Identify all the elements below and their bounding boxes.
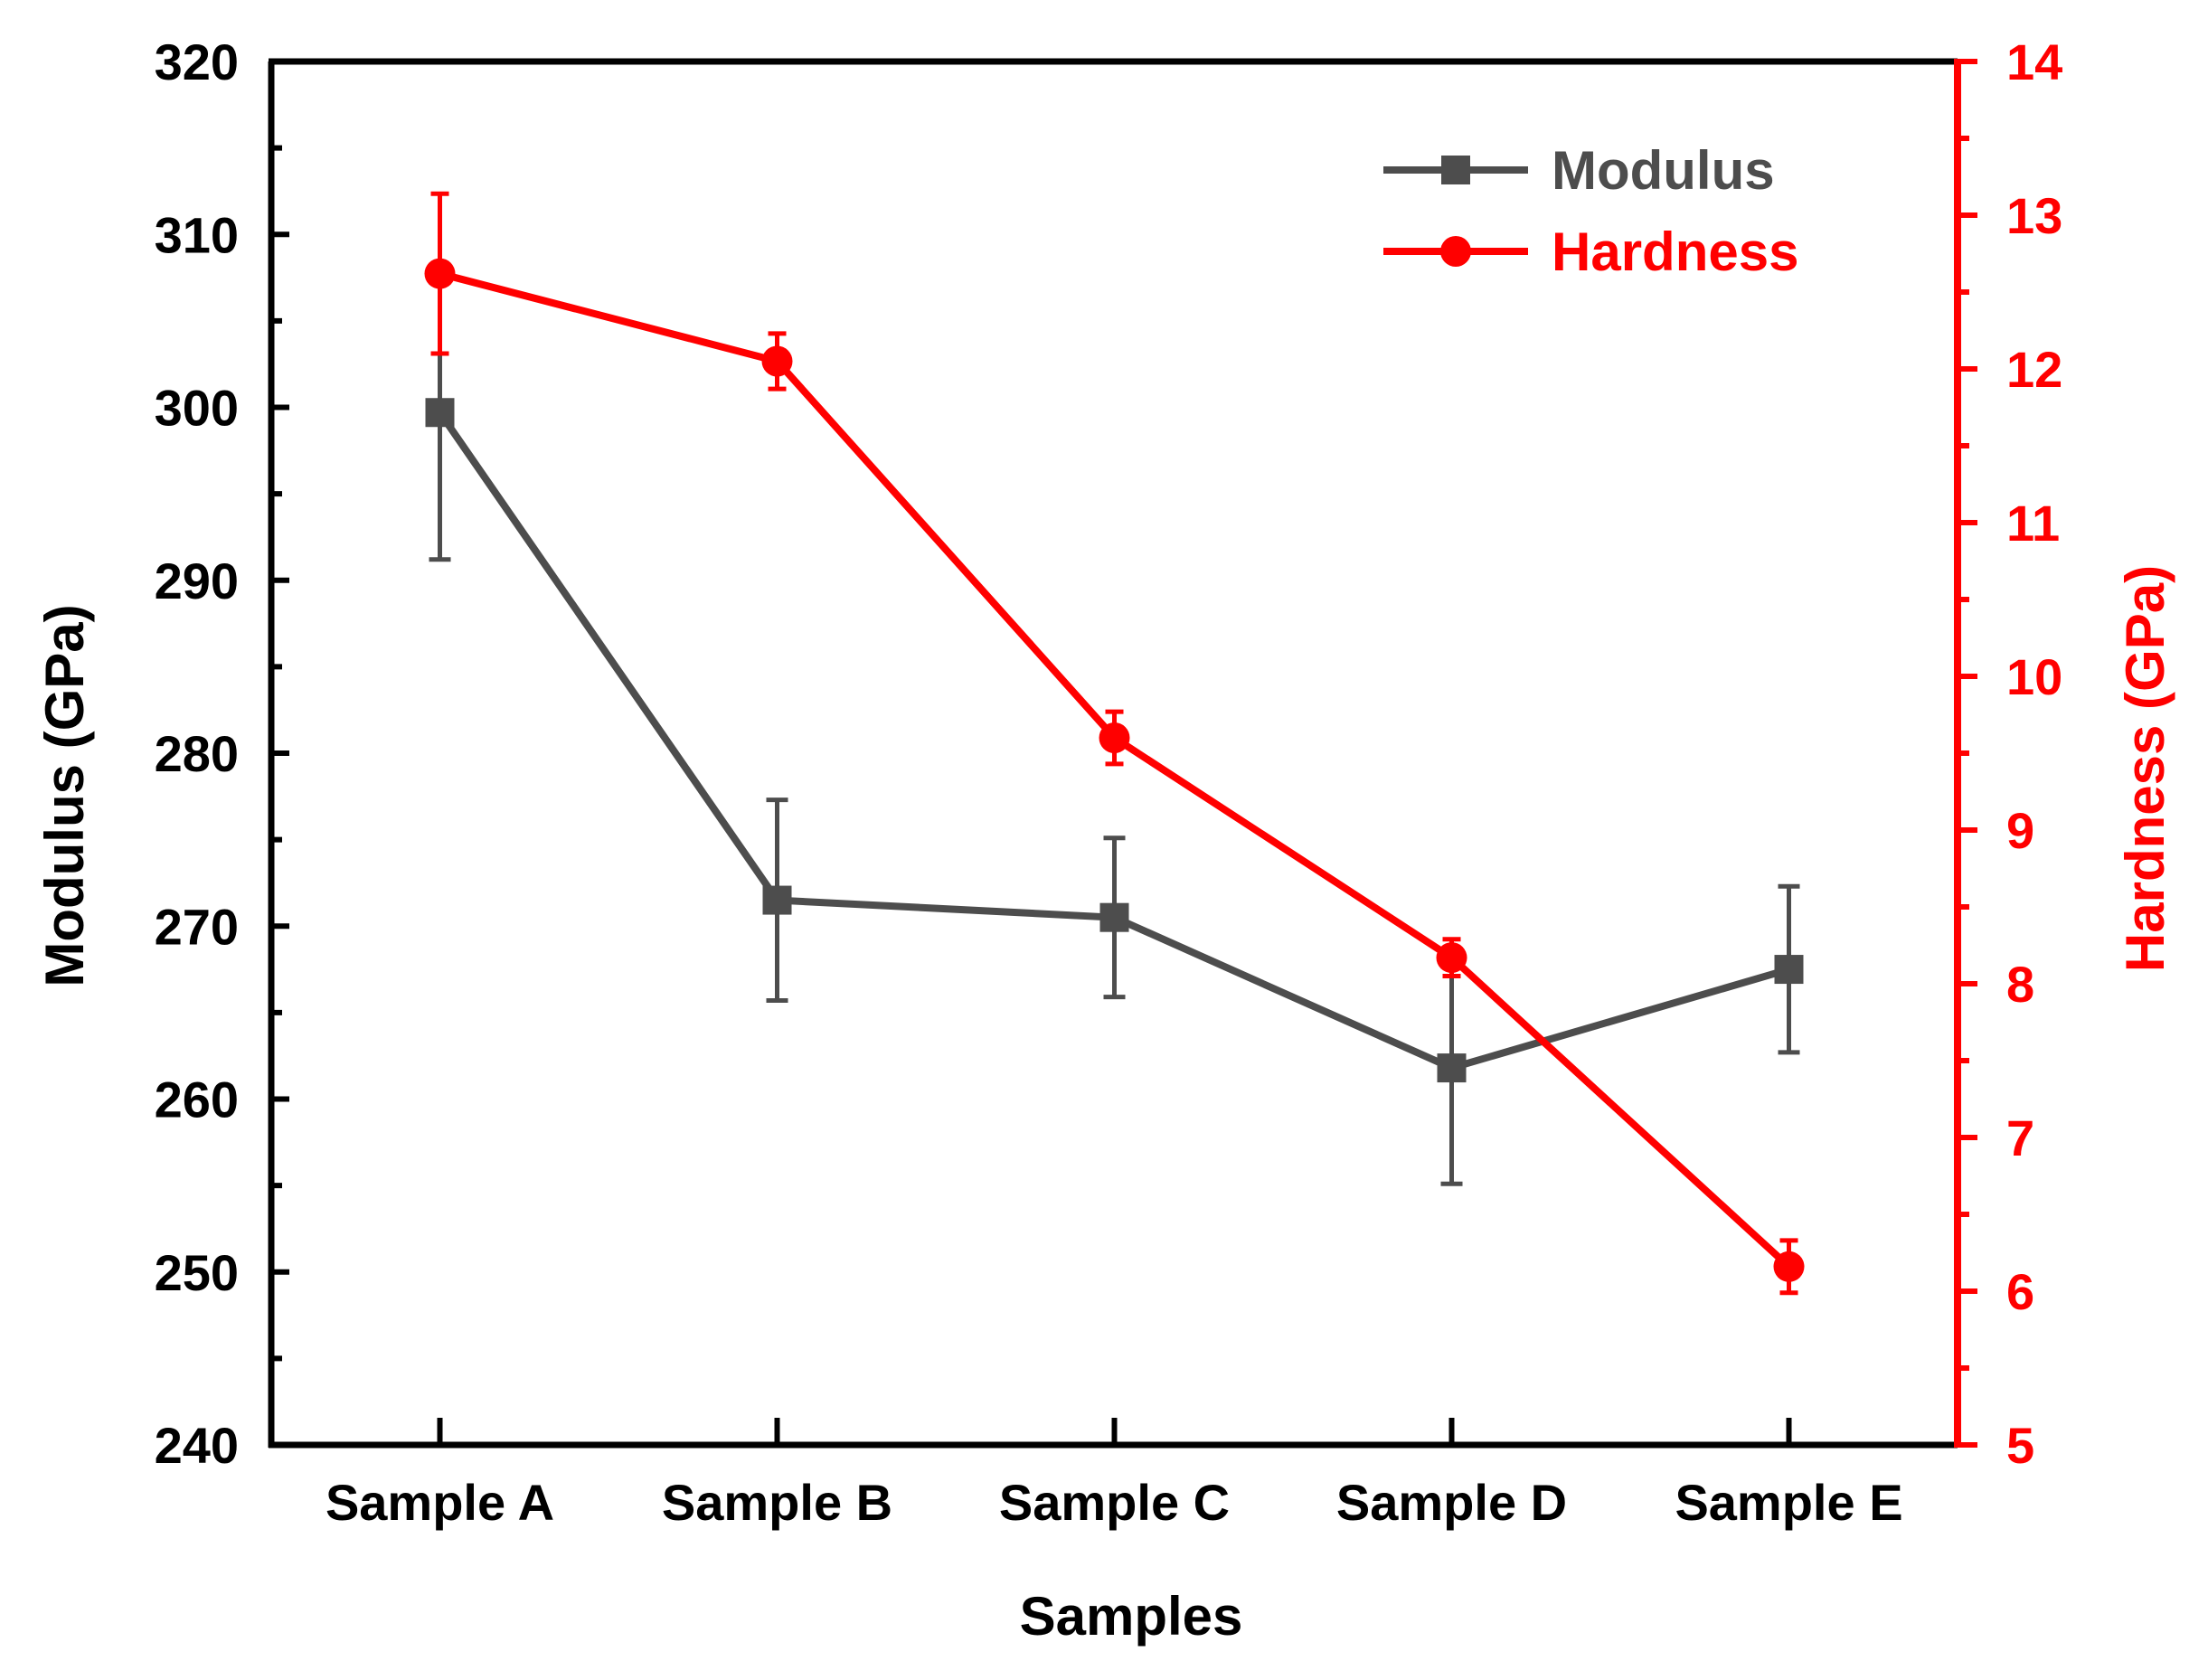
data-point-marker: [1773, 1251, 1805, 1282]
y2-axis-tick-label: 6: [2006, 1263, 2034, 1320]
y-axis-tick-label: 280: [155, 725, 239, 782]
y2-axis-tick-label: 9: [2006, 802, 2034, 859]
y-axis-tick-label: 250: [155, 1244, 239, 1301]
y-axis-tick-label: 290: [155, 552, 239, 609]
y2-axis-tick-label: 5: [2006, 1417, 2034, 1474]
legend-label: Hardness: [1552, 222, 1798, 282]
data-point-marker: [425, 398, 455, 428]
y2-axis-tick-label: 12: [2006, 341, 2062, 398]
x-axis-title: Samples: [1020, 1586, 1243, 1647]
y-axis-tick-label: 300: [155, 380, 239, 437]
data-point-marker: [761, 345, 793, 377]
x-axis-tick-label: Sample B: [662, 1474, 892, 1531]
legend-square-marker: [1441, 156, 1470, 184]
y-axis-title: Modulus (GPa): [34, 604, 95, 986]
y-axis-tick-label: 260: [155, 1071, 239, 1128]
legend-item-modulus: Modulus: [1383, 140, 1775, 201]
y2-axis-tick-label: 11: [2006, 495, 2060, 552]
x-axis-tick-label: Sample D: [1336, 1474, 1567, 1531]
series-hardness: [424, 191, 1805, 1296]
legend: Modulus Hardness: [1383, 140, 1798, 282]
data-point-marker: [1436, 942, 1467, 974]
series-layer: [424, 191, 1805, 1296]
y2-axis-tick-label: 10: [2006, 648, 2062, 705]
axes-layer: 240 250 260 270 280 290 300 310 320 5 6 7 8 9 10 11 12 13…: [155, 33, 2063, 1531]
series-line: [439, 269, 1792, 1269]
y2-axis-tick-label: 14: [2006, 33, 2062, 90]
legend-label: Modulus: [1552, 140, 1775, 201]
legend-circle-marker: [1440, 236, 1471, 267]
data-point-marker: [1099, 722, 1130, 753]
y-axis-tick-label: 310: [155, 206, 239, 263]
x-axis-tick-label: Sample A: [326, 1474, 554, 1531]
legend-item-hardness: Hardness: [1383, 222, 1798, 282]
y2-axis-title: Hardness (GPa): [2115, 565, 2175, 972]
y2-axis-tick-label: 13: [2006, 187, 2062, 244]
data-point-marker: [1099, 902, 1129, 932]
y-axis-tick-label: 240: [155, 1417, 239, 1474]
data-point-marker: [424, 258, 456, 289]
data-point-marker: [762, 885, 792, 915]
data-point-marker: [1437, 1053, 1467, 1083]
y-axis-tick-label: 320: [155, 33, 239, 90]
x-axis-tick-label: Sample C: [999, 1474, 1230, 1531]
y2-axis-tick-label: 7: [2006, 1109, 2034, 1166]
x-axis-tick-label: Sample E: [1675, 1474, 1902, 1531]
data-point-marker: [1774, 955, 1804, 985]
y2-axis-tick-label: 8: [2006, 956, 2034, 1013]
y-axis-tick-label: 270: [155, 898, 239, 955]
